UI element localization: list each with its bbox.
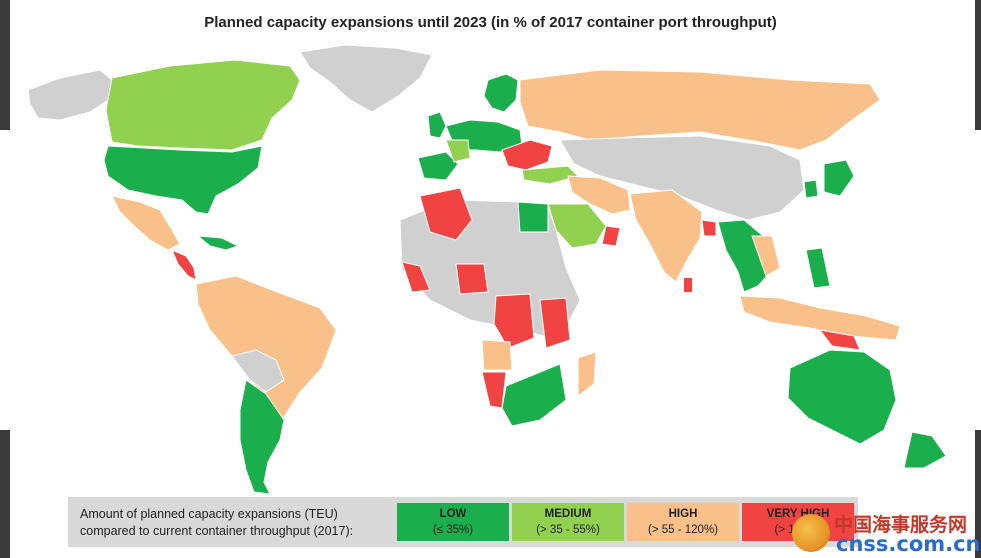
- region-new-zealand: [903, 431, 947, 469]
- region-bolivia-paraguay: [231, 349, 285, 393]
- region-alaska: [27, 69, 113, 121]
- region-balkans: [501, 139, 553, 171]
- left-border: [0, 0, 10, 558]
- region-central-asia-china: [559, 135, 805, 221]
- region-png: [818, 329, 861, 351]
- region-australia: [787, 349, 897, 445]
- region-greenland: [299, 44, 433, 113]
- watermark-cn: 中国海事服务网: [834, 514, 968, 536]
- region-mexico: [111, 195, 181, 251]
- legend-item-low-range: (≤ 35%): [432, 524, 474, 536]
- legend-item-medium-range: (> 35 - 55%): [536, 524, 600, 536]
- region-egypt: [517, 201, 549, 233]
- region-canada: [105, 59, 301, 151]
- legend-item-high-range: (> 55 - 120%): [648, 524, 718, 536]
- region-east-africa: [539, 297, 571, 349]
- legend-item-medium: MEDIUM (> 35 - 55%): [512, 503, 624, 541]
- region-india: [629, 189, 703, 283]
- region-uk: [427, 111, 447, 139]
- legend-item-high: HIGH (> 55 - 120%): [627, 503, 739, 541]
- region-usa: [103, 145, 263, 215]
- legend-label-line1: Amount of planned capacity expansions (T…: [80, 507, 338, 521]
- region-iberia: [417, 151, 459, 181]
- region-france: [445, 139, 471, 163]
- region-madagascar: [577, 351, 597, 397]
- region-south-america-north: [195, 275, 337, 421]
- region-vietnam: [751, 235, 781, 277]
- region-central-america: [171, 249, 197, 281]
- legend-item-low: LOW (≤ 35%): [397, 503, 509, 541]
- region-turkey: [521, 165, 579, 185]
- legend-item-high-name: HIGH: [668, 508, 698, 520]
- region-russia: [519, 69, 881, 151]
- right-border: [975, 0, 981, 558]
- region-middle-east-high: [567, 175, 631, 215]
- map-title: Planned capacity expansions until 2023 (…: [204, 14, 777, 31]
- legend-item-low-name: LOW: [439, 508, 467, 520]
- legend-label: Amount of planned capacity expansions (T…: [80, 506, 400, 540]
- region-southern-cone: [239, 379, 285, 495]
- region-japan: [823, 159, 855, 197]
- region-west-africa: [401, 261, 431, 293]
- legend-item-medium-name: MEDIUM: [544, 508, 592, 520]
- watermark-logo-icon: [792, 514, 830, 552]
- watermark: 中国海事服务网 cnss.com.cn: [762, 508, 981, 556]
- region-korea: [803, 179, 819, 199]
- region-philippines: [805, 247, 831, 289]
- region-southern-africa: [501, 363, 567, 427]
- legend-label-line2: compared to current container throughput…: [80, 524, 354, 538]
- region-nigeria: [455, 263, 489, 295]
- region-algeria: [419, 187, 473, 241]
- legend: Amount of planned capacity expansions (T…: [68, 497, 858, 547]
- watermark-en: cnss.com.cn: [836, 532, 981, 556]
- region-central-africa: [493, 293, 535, 349]
- region-angola: [481, 339, 513, 371]
- region-sri-lanka: [684, 278, 692, 292]
- region-scandinavia: [483, 73, 519, 113]
- region-indonesia: [739, 295, 901, 341]
- region-oman: [601, 225, 621, 247]
- region-namibia: [481, 371, 507, 409]
- region-bangladesh: [701, 219, 717, 237]
- region-caribbean: [196, 235, 240, 251]
